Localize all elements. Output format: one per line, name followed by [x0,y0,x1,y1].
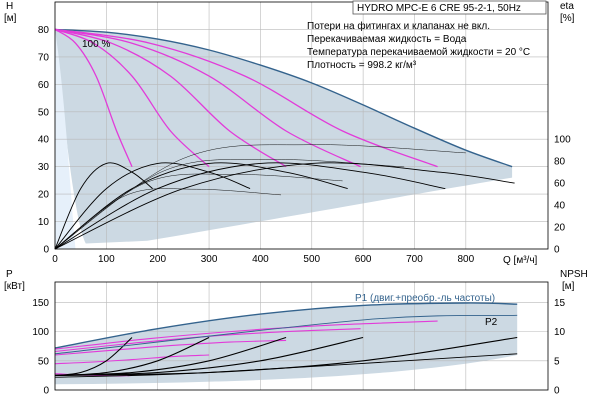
power-chart-series [54,302,518,378]
series-power-envelope-0 [54,302,518,349]
series-head-1 [54,28,133,167]
power-range-area [55,302,518,385]
efficiency-fan-line-0 [54,188,282,250]
flow-tick-label: 200 [149,254,166,265]
flow-tick-label: 400 [252,254,269,265]
head-tick-label: 40 [38,135,50,146]
head-chart-series [54,28,515,250]
eta-tick-label: 0 [554,245,560,256]
power-p2-line-0 [54,314,518,355]
series-head-3 [54,28,287,168]
npsh-axis-label-symbol: NPSH [560,269,588,280]
series-efficiency-10 [54,162,515,250]
power-tick-label: 0 [43,386,49,397]
series-efficiency-8 [54,162,348,250]
head-chart-grid [54,2,548,250]
npsh-tick-label: 10 [554,327,566,338]
efficiency-fan-line-2 [54,159,405,250]
flow-tick-label: 500 [303,254,320,265]
note-liquid: Перекачиваемая жидкость = Вода [307,34,467,45]
flow-tick-label: 0 [52,254,58,265]
series-efficiency-6 [54,162,153,250]
head-tick-label: 80 [38,25,50,36]
efficiency-fan-line-3 [54,144,466,250]
npsh-tick-label: 0 [554,386,560,397]
head-chart-axes: 0 100 200 300 400 500 600 700 800010203040506070… [38,1,571,265]
flow-tick-label: 700 [406,254,423,265]
npsh-axis-label-unit: [м] [562,281,575,292]
efficiency-fan-line-1 [54,173,343,250]
series-efficiency-9 [54,162,446,250]
power-tick-label: 100 [32,327,49,338]
power-axis-label-unit: [кВт] [4,281,25,292]
series-envelope-0 [54,28,513,168]
power-p2-line-1 [54,353,518,378]
p1-annotation: P1 (двиг.+преобр.-ль частоты) [355,292,495,304]
head-axis-label-unit: [м] [4,13,17,24]
eta-tick-label: 80 [554,157,566,168]
series-power-p1-5 [54,320,438,350]
head-tick-label: 60 [38,80,50,91]
note-temperature: Температура перекачиваемой жидкости = 20… [307,47,530,58]
flow-tick-label: 600 [355,254,372,265]
speed-label: 100 % [82,39,110,50]
series-power-p1-2 [54,354,210,365]
eta-tick-label: 60 [554,179,566,190]
series-head-2 [54,28,210,168]
head-tick-label: 70 [38,52,50,63]
title-box [352,0,547,15]
power-tick-label: 150 [32,298,49,309]
head-tick-label: 10 [38,217,50,228]
p2-annotation: P2 [485,317,498,328]
power-chart-axes: 0 50 100 150 0 5 10 15 [32,281,566,397]
note-fittings: Потери на фитингах и клапанах не вкл. [307,20,490,32]
series-head-5 [54,28,438,168]
power-plot-frame [54,281,549,391]
eta-axis-label-symbol: eta [560,1,574,12]
head-axis-label-symbol: H [6,1,13,12]
note-density: Плотность = 998.2 кг/м³ [307,60,417,71]
flow-axis-label: Q [м³/ч] [503,255,538,266]
head-tick-label: 0 [43,245,49,256]
eta-axis-label-unit: [%] [560,13,575,24]
npsh-tick-label: 15 [554,298,566,309]
head-tick-label: 20 [38,190,50,201]
eta-tick-label: 20 [554,223,566,234]
head-tick-label: 30 [38,162,50,173]
flow-tick-label: 100 [98,254,115,265]
head-plot-frame [54,1,549,250]
power-tick-label: 50 [38,356,50,367]
operating-range-area [55,29,513,244]
flow-tick-label: 800 [457,254,474,265]
series-head-4 [54,28,361,168]
series-power-p1-3 [54,339,287,356]
eta-tick-label: 40 [554,201,566,212]
head-tick-label: 50 [38,107,50,118]
chart-title: HYDRO MPC-E 6 CRE 95-2-1, 50Hz [357,3,521,14]
power-axis-label-symbol: P [6,269,13,280]
series-efficiency-7 [54,162,251,250]
eta-tick-label: 100 [554,135,571,146]
flow-tick-label: 300 [201,254,218,265]
npsh-tick-label: 5 [554,356,560,367]
